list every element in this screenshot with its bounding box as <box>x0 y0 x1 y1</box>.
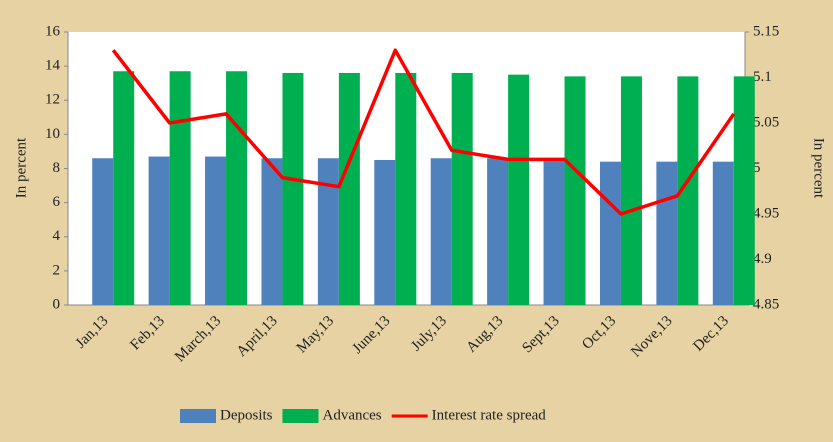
y2-tick-label: 4.95 <box>753 205 779 221</box>
y-tick-label: 14 <box>45 58 61 74</box>
y2-tick-label: 5.15 <box>753 23 779 39</box>
bar <box>451 72 473 305</box>
bar <box>374 159 396 305</box>
y-tick-label: 10 <box>45 126 60 142</box>
bar <box>733 76 755 305</box>
line <box>111 48 736 216</box>
bar <box>113 71 135 306</box>
bar <box>599 161 621 305</box>
y2-tick-label: 4.9 <box>753 251 772 267</box>
y-tick-label: 16 <box>45 23 61 39</box>
bar <box>317 158 339 305</box>
bar <box>712 161 734 305</box>
y2-tick-label: 5.05 <box>753 114 779 130</box>
y-axis-label: In percent <box>13 137 29 198</box>
y2-tick-label: 5.1 <box>753 69 772 85</box>
y-tick-label: 6 <box>53 194 61 210</box>
legend-swatch <box>180 409 216 423</box>
y2-tick-label: 5 <box>753 160 761 176</box>
bar <box>261 158 283 305</box>
bar <box>620 76 642 305</box>
bar <box>148 156 170 305</box>
legend-label: Interest rate spread <box>432 407 547 423</box>
legend-label: Deposits <box>220 407 273 423</box>
bar <box>487 158 509 305</box>
bar <box>543 159 565 305</box>
bar <box>226 71 248 306</box>
y-tick-label: 2 <box>53 262 61 278</box>
bar <box>564 76 586 305</box>
bar <box>430 158 452 305</box>
y-tick-label: 8 <box>53 160 61 176</box>
y-tick-label: 4 <box>53 228 61 244</box>
y2-axis-label: In percent <box>811 138 827 199</box>
bar <box>205 156 227 305</box>
legend-swatch <box>282 409 319 423</box>
legend-label: Advances <box>323 407 382 423</box>
y-tick-label: 0 <box>53 296 61 312</box>
bar <box>508 74 530 305</box>
bar <box>282 72 304 305</box>
bar <box>656 161 678 305</box>
bar <box>169 71 191 306</box>
bar <box>395 72 417 305</box>
bar <box>338 72 360 305</box>
bar <box>677 76 699 305</box>
y-tick-label: 12 <box>45 92 60 108</box>
y2-tick-label: 4.85 <box>753 296 779 312</box>
bar <box>92 158 114 305</box>
